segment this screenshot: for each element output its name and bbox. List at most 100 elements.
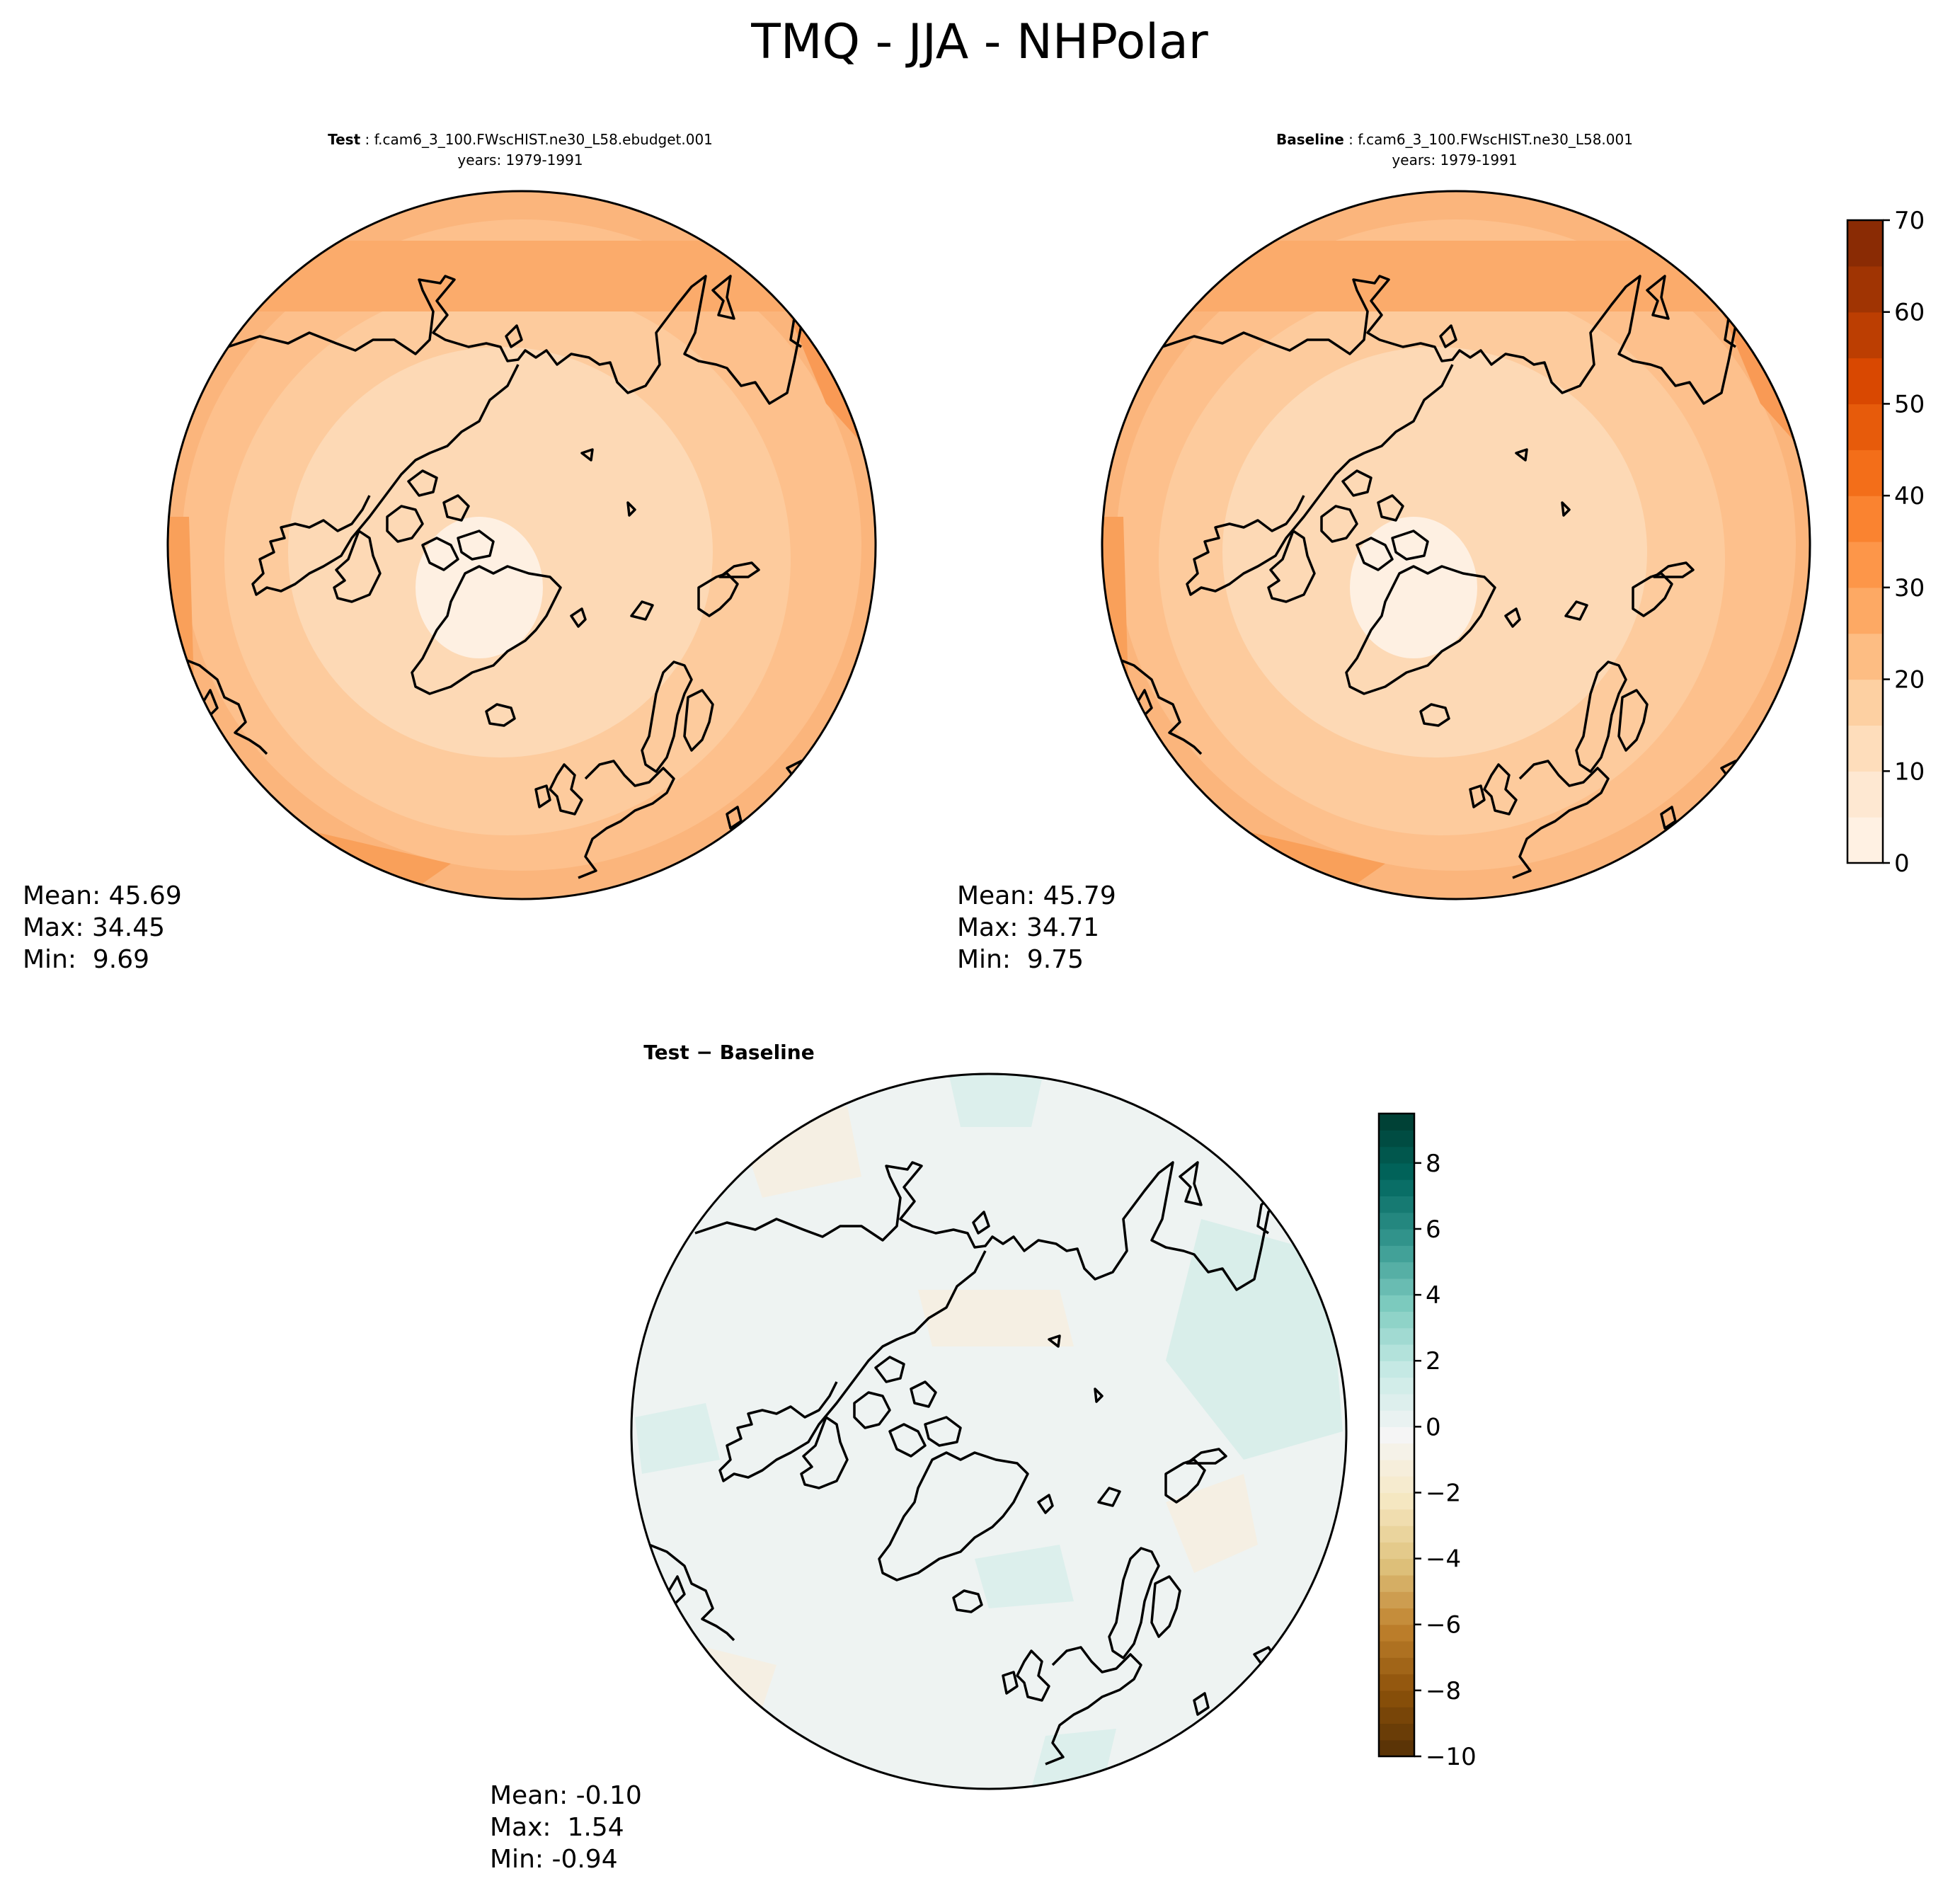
colorbar-segment	[1379, 1146, 1414, 1164]
colorbar-tick-label: 20	[1894, 666, 1925, 694]
figure-title: TMQ - JJA - NHPolar	[750, 14, 1208, 70]
panel-baseline: Baseline : f.cam6_3_100.FWscHIST.ne30_L5…	[957, 131, 1811, 974]
colorbar-segment	[1847, 587, 1883, 634]
stat-max: Max: 34.45	[23, 913, 165, 942]
colorbar-segment	[1379, 1657, 1414, 1675]
colorbar-segment	[1379, 1690, 1414, 1707]
colorbar-tick-label: −6	[1426, 1611, 1461, 1640]
colorbar-tick-label: 30	[1894, 574, 1925, 602]
colorbar-tick-label: −10	[1426, 1743, 1477, 1771]
colorbar-segment	[1379, 1162, 1414, 1180]
colorbar-segment	[1379, 1261, 1414, 1279]
panel-test-title-rest: : f.cam6_3_100.FWscHIST.ne30_L58.ebudget…	[360, 131, 713, 148]
field-colorbar: 0 10 20 30 40 50 60 70	[1846, 207, 1925, 878]
colorbar-tick-label: −2	[1426, 1479, 1461, 1507]
colorbar-segment	[1847, 771, 1883, 818]
panel-test-title-bold: Test	[328, 131, 360, 148]
colorbar-tick-label: 6	[1426, 1215, 1441, 1244]
stat-max: Max: 1.54	[490, 1813, 624, 1842]
panel-difference: Test − Baseline Mean: -0.10 Ma	[490, 1041, 1348, 1874]
colorbar-tick-label: 4	[1426, 1281, 1441, 1310]
colorbar-segment	[1379, 1130, 1414, 1148]
colorbar-tick-label: 60	[1894, 299, 1925, 327]
colorbar-frame	[1377, 1112, 1416, 1758]
colorbar-segment	[1379, 1443, 1414, 1460]
colorbar-segment	[1379, 1361, 1414, 1378]
polar-map-baseline	[1101, 190, 1811, 900]
colorbar-tick-label: −4	[1426, 1545, 1461, 1574]
polar-map-test	[166, 190, 877, 900]
colorbar-segment	[1379, 1393, 1414, 1411]
colorbar-tick-label: 2	[1426, 1347, 1441, 1375]
colorbar-segment	[1379, 1459, 1414, 1477]
colorbar-tick-label: 0	[1894, 849, 1910, 878]
colorbar-segment	[1379, 1574, 1414, 1592]
panel-baseline-title-bold: Baseline	[1276, 131, 1344, 148]
stat-min: Min: 9.75	[957, 945, 1084, 974]
colorbar-segment	[1379, 1344, 1414, 1361]
colorbar-segment	[1379, 1179, 1414, 1197]
colorbar-segment	[1379, 1492, 1414, 1510]
colorbar-segment	[1379, 1212, 1414, 1230]
colorbar-segment	[1379, 1723, 1414, 1741]
panel-difference-stats: Mean: -0.10 Max: 1.54 Min: -0.94	[490, 1781, 642, 1874]
colorbar-segment	[1379, 1509, 1414, 1526]
colorbar-segment	[1847, 404, 1883, 450]
colorbar-tick-label: 70	[1894, 207, 1925, 235]
colorbar-segment	[1379, 1542, 1414, 1560]
colorbar-segment	[1379, 1624, 1414, 1642]
colorbar-segment	[1847, 633, 1883, 680]
colorbar-segment	[1379, 1311, 1414, 1329]
stat-mean: Mean: -0.10	[490, 1781, 642, 1810]
colorbar-segment	[1379, 1278, 1414, 1295]
colorbar-segment	[1847, 496, 1883, 542]
colorbar-segment	[1847, 679, 1883, 726]
colorbar-frame	[1846, 219, 1884, 864]
colorbar-segment	[1379, 1245, 1414, 1263]
colorbar-tick-label: 0	[1426, 1413, 1441, 1441]
colorbar-segment	[1379, 1558, 1414, 1576]
colorbar-segment	[1379, 1196, 1414, 1213]
colorbar-segment	[1379, 1526, 1414, 1543]
colorbar-segment	[1379, 1476, 1414, 1494]
panel-baseline-stats: Mean: 45.79 Max: 34.71 Min: 9.75	[957, 881, 1116, 974]
polar-map-difference	[630, 1072, 1348, 1790]
colorbar-segment	[1847, 220, 1883, 267]
colorbar-segment	[1379, 1739, 1414, 1757]
colorbar-segment	[1379, 1295, 1414, 1312]
colorbar-segment	[1847, 265, 1883, 313]
colorbar-segment	[1379, 1674, 1414, 1691]
colorbar-tick-label: 8	[1426, 1150, 1441, 1178]
panel-test-subtitle: years: 1979-1991	[457, 151, 583, 168]
stat-min: Min: -0.94	[490, 1845, 618, 1874]
colorbar-segment	[1379, 1114, 1414, 1131]
colorbar-segment	[1847, 817, 1883, 864]
panel-test-title: Test : f.cam6_3_100.FWscHIST.ne30_L58.eb…	[328, 131, 713, 148]
panel-test-stats: Mean: 45.69 Max: 34.45 Min: 9.69	[23, 881, 182, 974]
colorbar-segment	[1847, 542, 1883, 588]
colorbar-segment	[1847, 311, 1883, 359]
stat-mean: Mean: 45.69	[23, 881, 182, 910]
colorbar-segment	[1379, 1228, 1414, 1246]
panel-baseline-subtitle: years: 1979-1991	[1392, 151, 1517, 168]
colorbar-tick-label: 50	[1894, 390, 1925, 418]
panel-baseline-title-rest: : f.cam6_3_100.FWscHIST.ne30_L58.001	[1344, 131, 1633, 148]
colorbar-segment	[1847, 725, 1883, 772]
colorbar-segment	[1379, 1327, 1414, 1345]
colorbar-tick-label: 40	[1894, 482, 1925, 510]
colorbar-segment	[1379, 1410, 1414, 1427]
stat-min: Min: 9.69	[23, 945, 149, 974]
diff-colorbar: −10 −8 −6 −4 −2 0 2 4 6 8	[1377, 1112, 1477, 1771]
colorbar-segment	[1379, 1426, 1414, 1444]
colorbar-segment	[1847, 450, 1883, 496]
colorbar-segment	[1847, 357, 1883, 405]
colorbar-tick-label: 10	[1894, 757, 1925, 786]
colorbar-segment	[1379, 1707, 1414, 1724]
panel-baseline-title: Baseline : f.cam6_3_100.FWscHIST.ne30_L5…	[1276, 131, 1633, 148]
stat-mean: Mean: 45.79	[957, 881, 1116, 910]
colorbar-segment	[1379, 1377, 1414, 1395]
colorbar-segment	[1379, 1608, 1414, 1625]
colorbar-segment	[1379, 1591, 1414, 1609]
colorbar-segment	[1379, 1641, 1414, 1658]
